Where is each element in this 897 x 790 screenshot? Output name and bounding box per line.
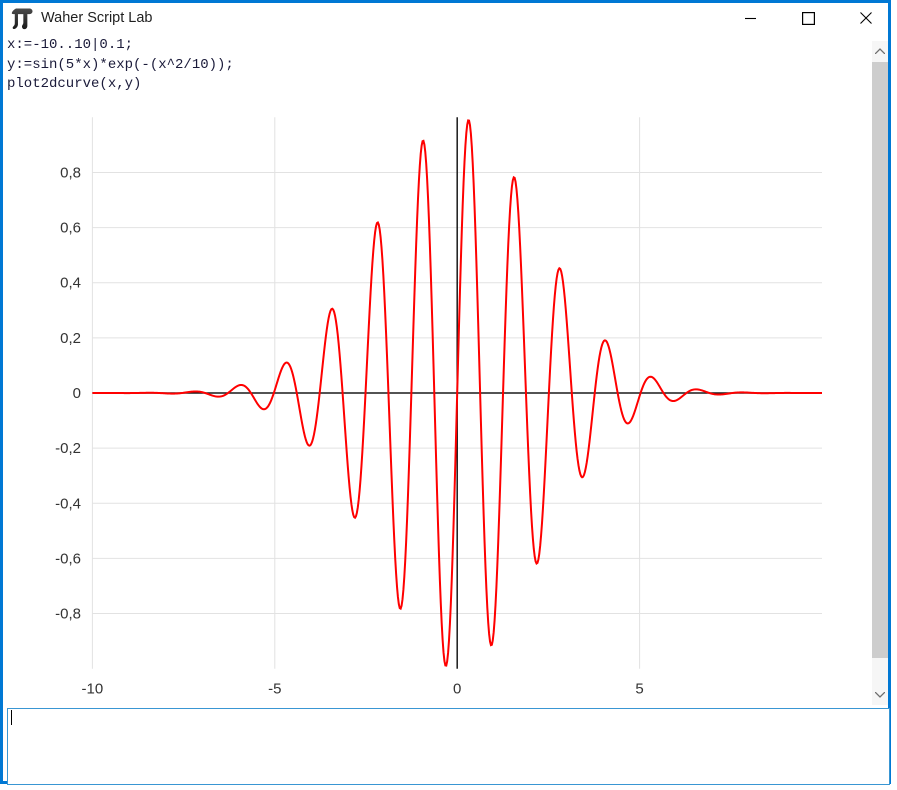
svg-text:0,4: 0,4	[60, 275, 81, 292]
svg-text:-0,4: -0,4	[55, 495, 81, 512]
svg-text:0,2: 0,2	[60, 330, 81, 347]
svg-text:0: 0	[73, 385, 81, 402]
svg-text:-0,2: -0,2	[55, 440, 81, 457]
svg-text:0,8: 0,8	[60, 164, 81, 181]
svg-text:-5: -5	[268, 681, 281, 698]
svg-text:-10: -10	[82, 681, 104, 698]
svg-text:0,6: 0,6	[60, 220, 81, 237]
svg-text:-0,6: -0,6	[55, 550, 81, 567]
svg-text:-0,8: -0,8	[55, 606, 81, 623]
svg-text:5: 5	[635, 681, 643, 698]
svg-text:0: 0	[453, 681, 461, 698]
